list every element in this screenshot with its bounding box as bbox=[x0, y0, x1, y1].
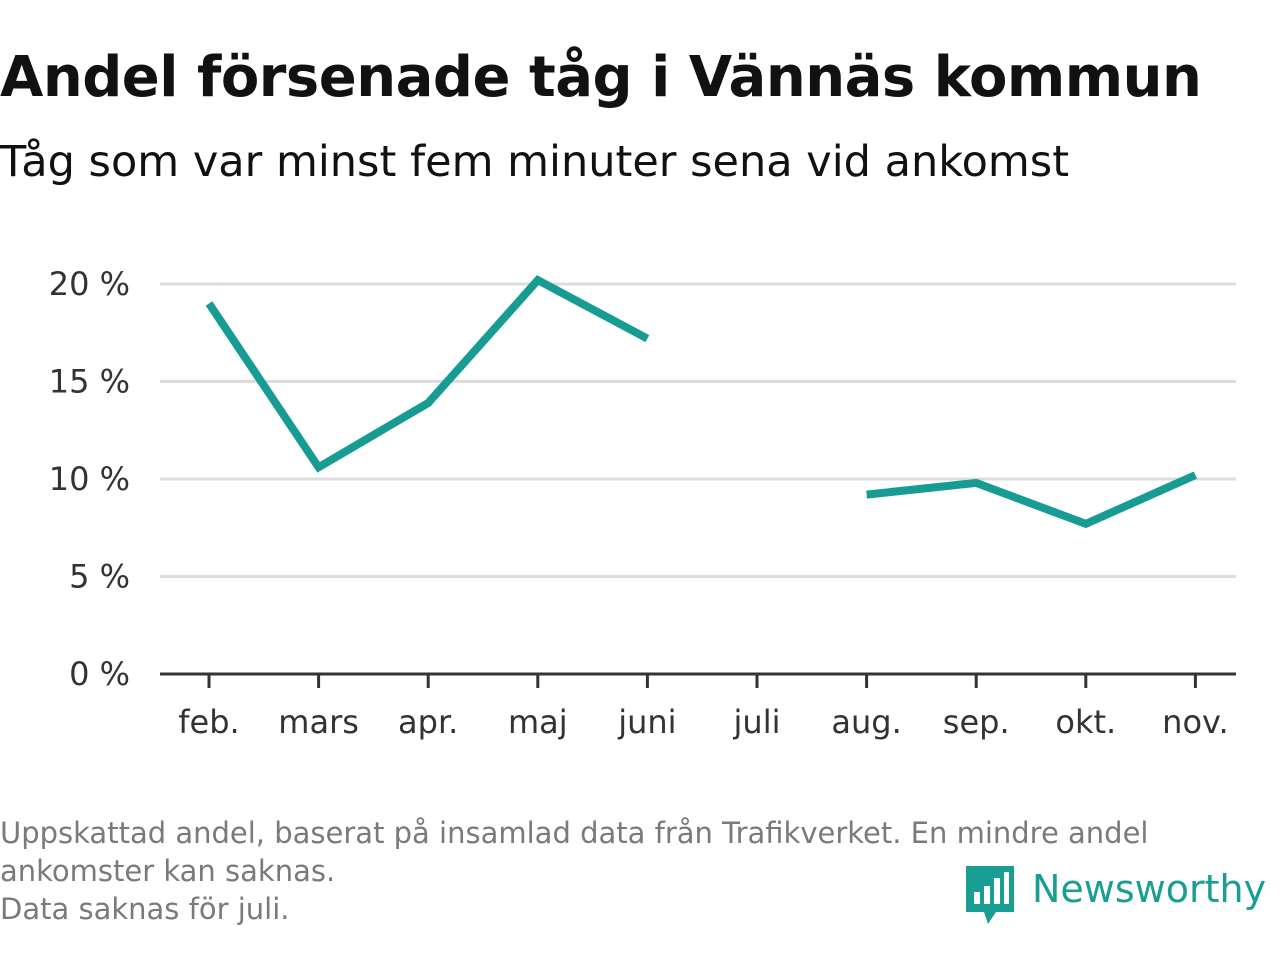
footnote-line: Data saknas för juli. bbox=[0, 892, 290, 926]
footnote-line: Uppskattad andel, baserat på insamlad da… bbox=[0, 816, 1149, 850]
chart-title: Andel försenade tåg i Vännäs kommun bbox=[0, 45, 1202, 110]
x-tick-label: nov. bbox=[1162, 703, 1228, 741]
brand-name: Newsworthy bbox=[1032, 867, 1267, 911]
grid-lines bbox=[160, 282, 1236, 578]
data-series bbox=[205, 275, 1198, 529]
x-tick-label: mars bbox=[278, 703, 359, 741]
y-tick-label: 10 % bbox=[49, 460, 130, 498]
footnote-line: ankomster kan saknas. bbox=[0, 854, 336, 888]
series-line-segment bbox=[205, 275, 650, 473]
y-axis-labels: 0 % 5 % 10 % 15 % 20 % bbox=[49, 265, 130, 693]
bar-chart-speech-bubble-icon bbox=[966, 866, 1014, 924]
x-tick-label: aug. bbox=[831, 703, 901, 741]
y-tick-label: 0 % bbox=[69, 655, 130, 693]
series-line-segment bbox=[866, 471, 1198, 529]
x-axis-labels: feb. mars apr. maj juni juli aug. sep. okt. nov. bbox=[178, 703, 1228, 741]
x-axis bbox=[160, 672, 1236, 688]
y-tick-label: 20 % bbox=[49, 265, 130, 303]
footnote: Uppskattad andel, baserat på insamlad da… bbox=[0, 814, 1270, 928]
x-tick-label: maj bbox=[508, 703, 568, 741]
x-tick-label: juni bbox=[617, 703, 676, 741]
x-tick-label: juli bbox=[733, 703, 781, 741]
line-chart: 0 % 5 % 10 % 15 % 20 % feb. mars apr. maj juni ju… bbox=[49, 265, 1236, 741]
brand-logo: Newsworthy bbox=[962, 862, 1280, 926]
y-tick-label: 5 % bbox=[69, 558, 130, 596]
x-tick-label: feb. bbox=[178, 703, 239, 741]
x-tick-label: sep. bbox=[943, 703, 1010, 741]
x-tick-label: apr. bbox=[398, 703, 458, 741]
x-tick-label: okt. bbox=[1055, 703, 1116, 741]
y-tick-label: 15 % bbox=[49, 363, 130, 401]
chart-subtitle: Tåg som var minst fem minuter sena vid a… bbox=[0, 137, 1070, 187]
